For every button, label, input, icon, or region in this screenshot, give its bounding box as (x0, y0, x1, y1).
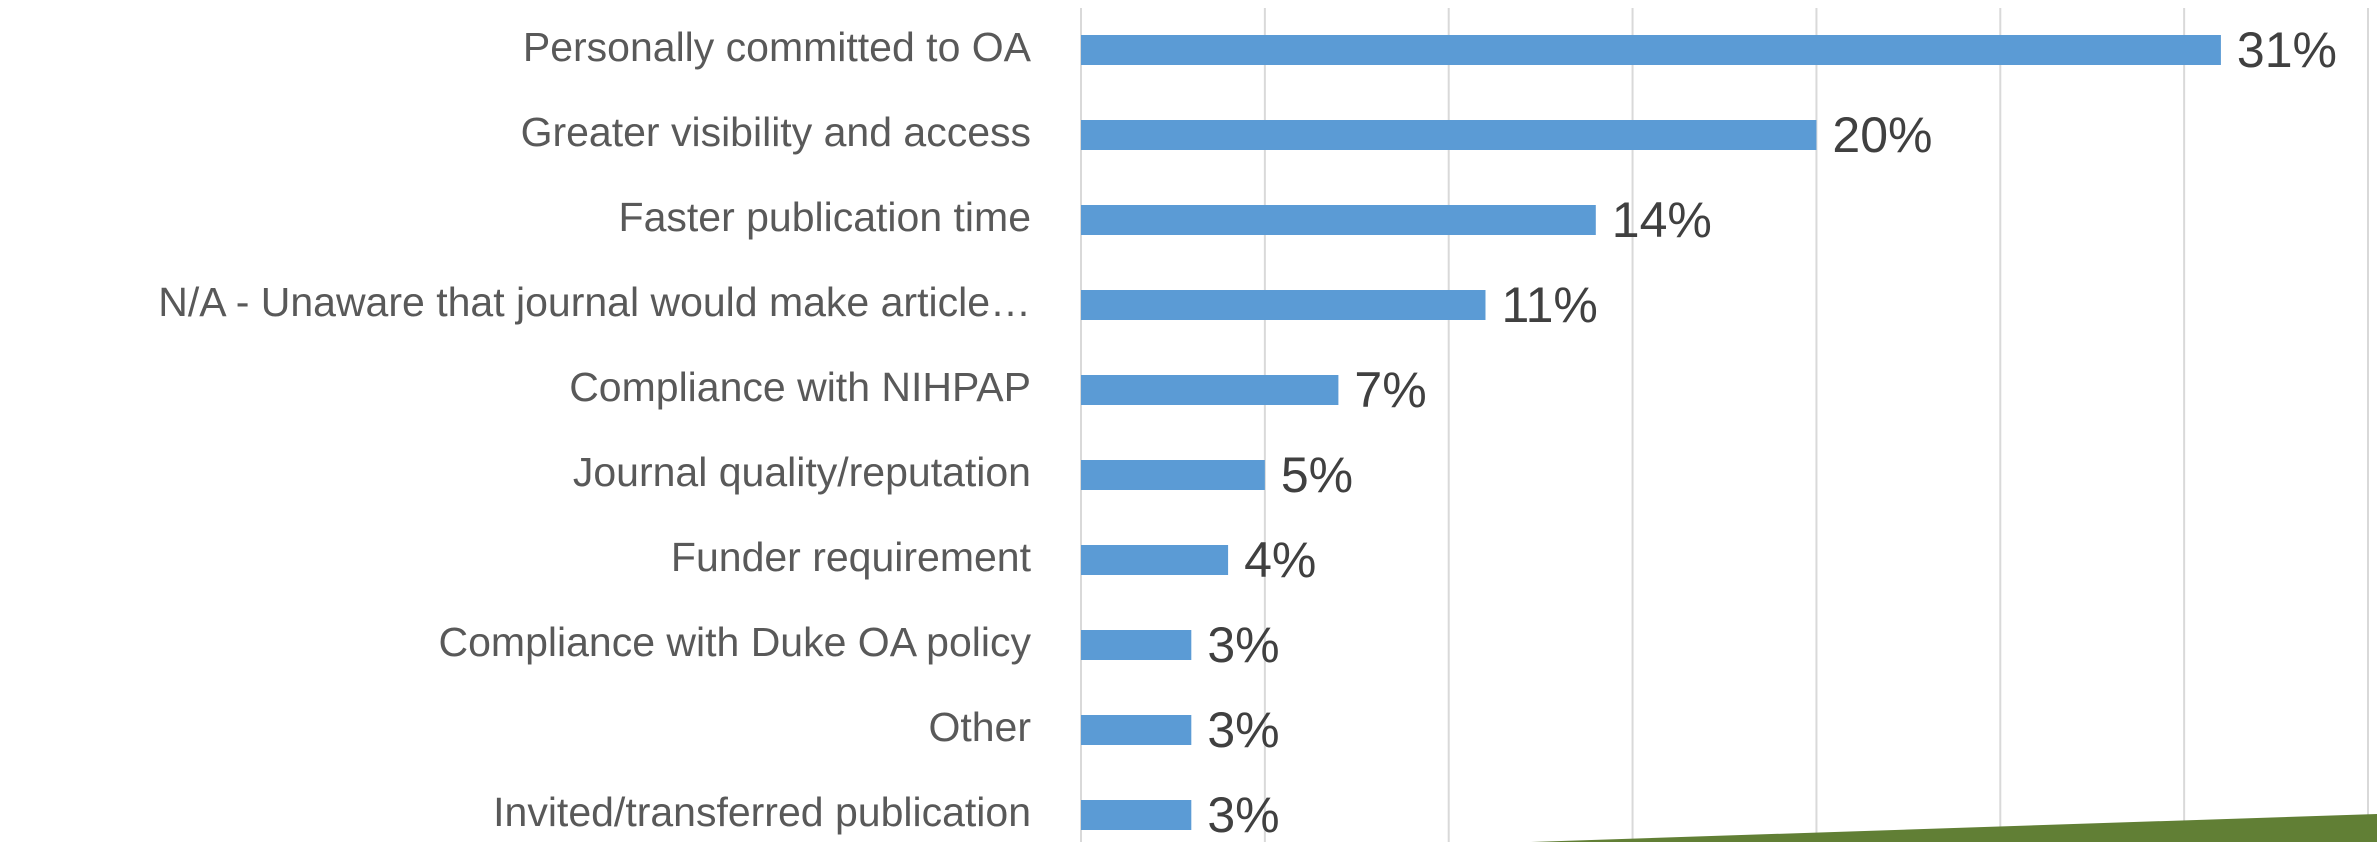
bar (1081, 35, 2221, 65)
data-label: 4% (1244, 532, 1316, 588)
partial-shape (1531, 814, 2377, 842)
data-label: 3% (1207, 617, 1279, 673)
y-tick-label: Journal quality/reputation (573, 449, 1031, 495)
bar (1081, 630, 1192, 660)
data-label: 3% (1207, 702, 1279, 758)
bar (1081, 715, 1192, 745)
y-tick-label: Personally committed to OA (523, 24, 1032, 70)
y-tick-label: Compliance with NIHPAP (569, 364, 1031, 410)
data-label: 14% (1612, 192, 1712, 248)
bar (1081, 290, 1486, 320)
y-tick-label: Other (928, 704, 1031, 750)
bar (1081, 545, 1229, 575)
bar (1081, 460, 1265, 490)
bar (1081, 205, 1596, 235)
bar (1081, 800, 1192, 830)
y-tick-label: Faster publication time (619, 194, 1031, 240)
data-label: 20% (1832, 107, 1932, 163)
y-tick-label: Invited/transferred publication (493, 789, 1031, 835)
data-label: 5% (1281, 447, 1353, 503)
data-label: 11% (1501, 277, 1597, 333)
data-label: 31% (2237, 22, 2337, 78)
y-tick-label: Compliance with Duke OA policy (439, 619, 1032, 665)
data-label: 3% (1207, 787, 1279, 842)
data-label: 7% (1354, 362, 1426, 418)
bar (1081, 375, 1339, 405)
y-tick-label: Greater visibility and access (521, 109, 1031, 155)
y-tick-label: N/A - Unaware that journal would make ar… (158, 279, 1031, 325)
y-tick-label: Funder requirement (671, 534, 1032, 580)
bar (1081, 120, 1817, 150)
